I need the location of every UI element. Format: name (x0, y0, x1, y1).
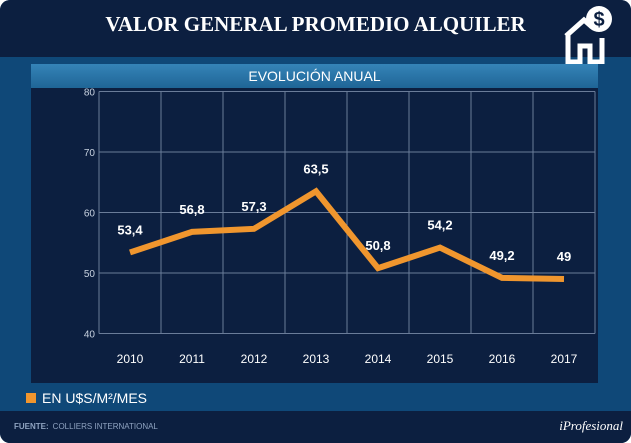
x-tick-label: 2015 (427, 352, 454, 366)
series-line (129, 187, 565, 283)
data-label: 63,5 (303, 161, 328, 176)
footer (0, 411, 631, 443)
source: FUENTE: COLLIERS INTERNATIONAL (14, 422, 158, 431)
x-tick-label: 2014 (365, 352, 392, 366)
y-tick-label: 50 (84, 269, 96, 280)
data-label: 56,8 (179, 202, 204, 217)
data-label: 53,4 (117, 222, 143, 237)
y-tick-label: 40 (84, 330, 96, 341)
y-tick-label: 80 (84, 88, 96, 99)
legend-label: EN U$S/M²/MES (42, 390, 148, 406)
data-label: 50,8 (365, 238, 390, 253)
data-label: 49 (557, 249, 571, 264)
legend: EN U$S/M²/MES (26, 390, 147, 406)
legend-swatch (26, 393, 36, 403)
source-label: FUENTE: (14, 422, 49, 431)
data-label: 54,2 (427, 218, 452, 233)
svg-text:$: $ (593, 9, 604, 31)
x-tick-label: 2012 (241, 352, 268, 366)
data-label: 57,3 (241, 199, 266, 214)
page-title: VALOR GENERAL PROMEDIO ALQUILER (105, 12, 526, 36)
x-tick-label: 2011 (179, 352, 205, 366)
data-label: 49,2 (489, 248, 514, 263)
header (0, 0, 631, 57)
source-text: COLLIERS INTERNATIONAL (52, 422, 158, 431)
x-tick-label: 2010 (117, 352, 144, 366)
y-tick-label: 60 (84, 209, 96, 220)
x-tick-label: 2013 (303, 352, 330, 366)
x-tick-label: 2017 (551, 352, 578, 366)
brand-logo: iProfesional (559, 418, 623, 433)
y-tick-label: 70 (84, 148, 96, 159)
chart-subtitle: EVOLUCIÓN ANUAL (31, 64, 598, 88)
x-tick-label: 2016 (489, 352, 516, 366)
house-dollar-icon: $ (562, 4, 612, 69)
